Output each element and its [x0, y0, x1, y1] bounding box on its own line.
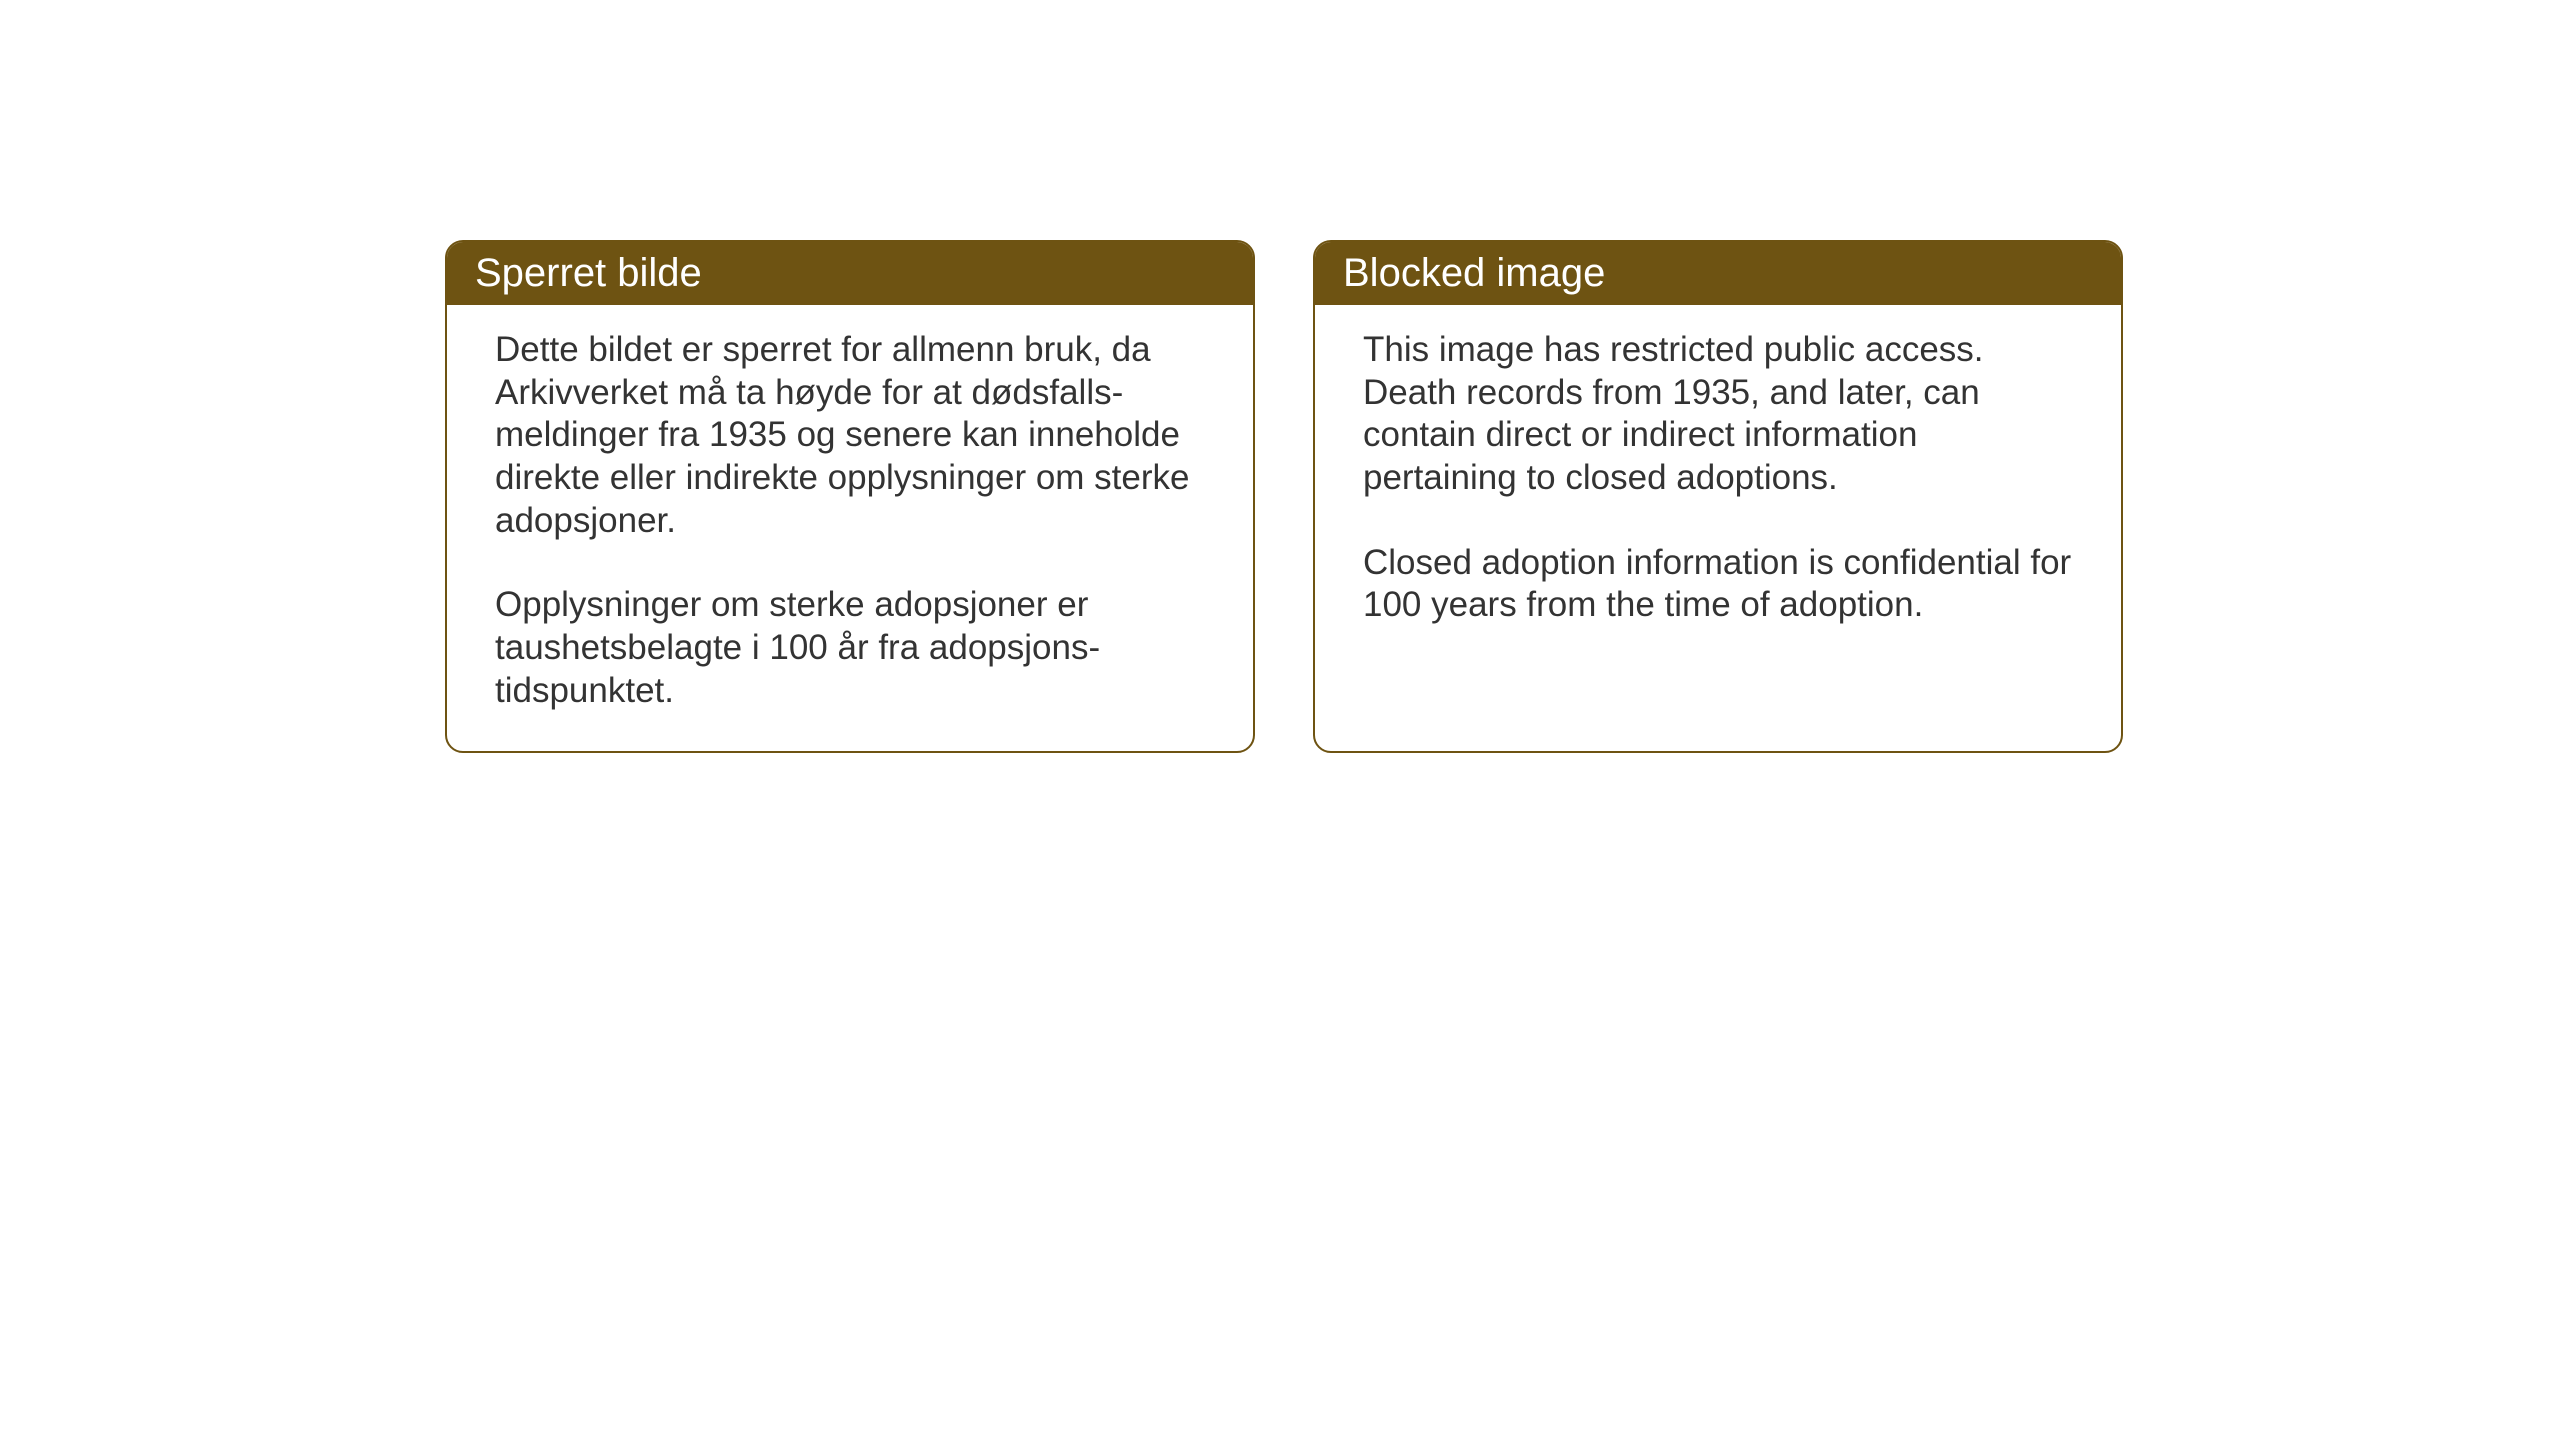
english-card: Blocked image This image has restricted …	[1313, 240, 2123, 753]
norwegian-paragraph-2: Opplysninger om sterke adopsjoner er tau…	[495, 584, 1205, 712]
english-card-body: This image has restricted public access.…	[1315, 305, 2121, 665]
english-paragraph-1: This image has restricted public access.…	[1363, 329, 2073, 500]
norwegian-card-body: Dette bildet er sperret for allmenn bruk…	[447, 305, 1253, 751]
norwegian-paragraph-1: Dette bildet er sperret for allmenn bruk…	[495, 329, 1205, 542]
norwegian-card: Sperret bilde Dette bildet er sperret fo…	[445, 240, 1255, 753]
cards-container: Sperret bilde Dette bildet er sperret fo…	[0, 0, 2560, 753]
norwegian-card-title: Sperret bilde	[447, 242, 1253, 305]
english-card-title: Blocked image	[1315, 242, 2121, 305]
english-paragraph-2: Closed adoption information is confident…	[1363, 542, 2073, 627]
